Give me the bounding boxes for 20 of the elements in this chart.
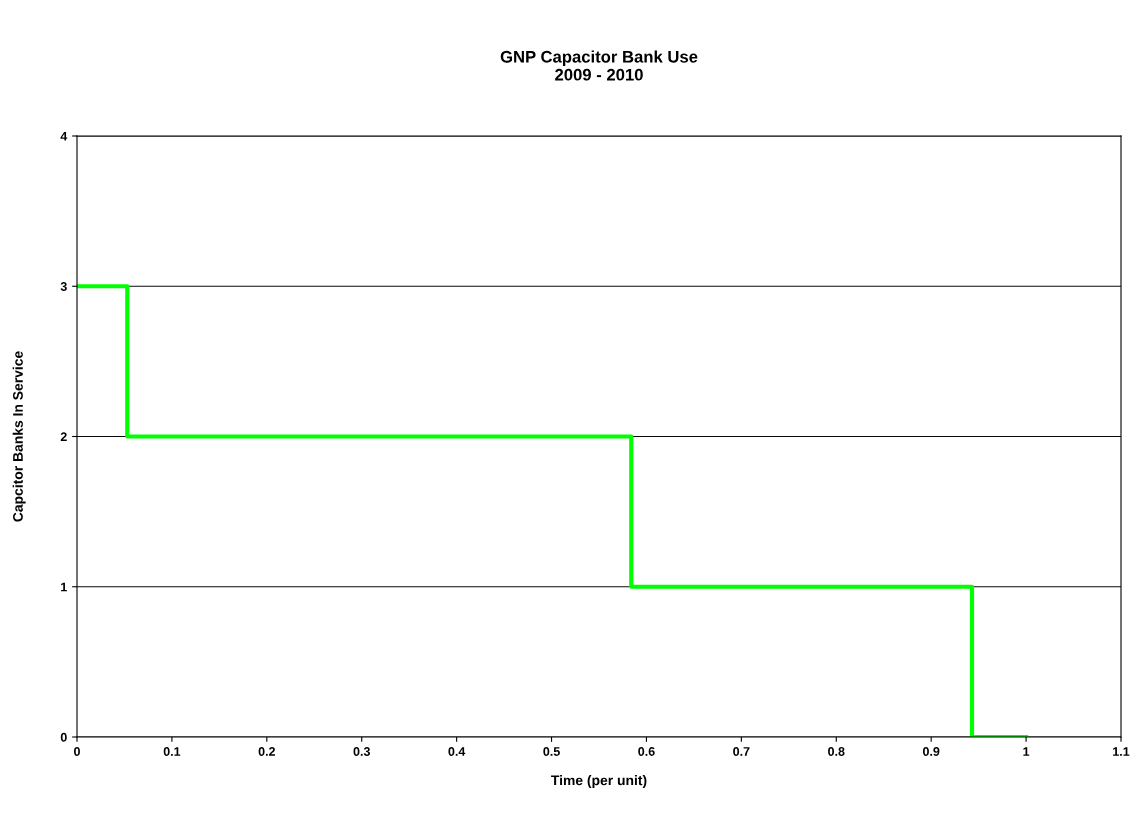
y-tick-label: 0: [60, 732, 67, 742]
x-tick-label: 0.7: [733, 747, 750, 756]
x-tick-label: 1: [1023, 747, 1030, 756]
y-tick-label: 3: [60, 282, 67, 291]
x-tick-label: 0.3: [353, 747, 370, 756]
y-axis-title: Capcitor Banks In Service: [12, 351, 26, 522]
x-tick-label: 1.1: [1113, 747, 1130, 756]
x-tick-label: 0.2: [258, 747, 276, 756]
y-tick-label: 1: [61, 582, 67, 592]
y-tick-label: 4: [60, 131, 68, 141]
x-tick-label: 0.6: [638, 747, 655, 756]
x-tick-label: 0.9: [922, 747, 940, 756]
x-tick-label: 0.8: [828, 747, 845, 756]
x-axis-title: Time (per unit): [551, 775, 647, 788]
x-tick-label: 0.1: [163, 747, 181, 756]
chart-title: GNP Capacitor Bank Use 2009 - 2010: [500, 50, 698, 81]
x-tick-label: 0.5: [543, 747, 560, 756]
x-tick-label: 0.4: [448, 747, 466, 756]
x-tick-label: 0: [74, 747, 80, 756]
y-tick-label: 2: [60, 432, 67, 442]
